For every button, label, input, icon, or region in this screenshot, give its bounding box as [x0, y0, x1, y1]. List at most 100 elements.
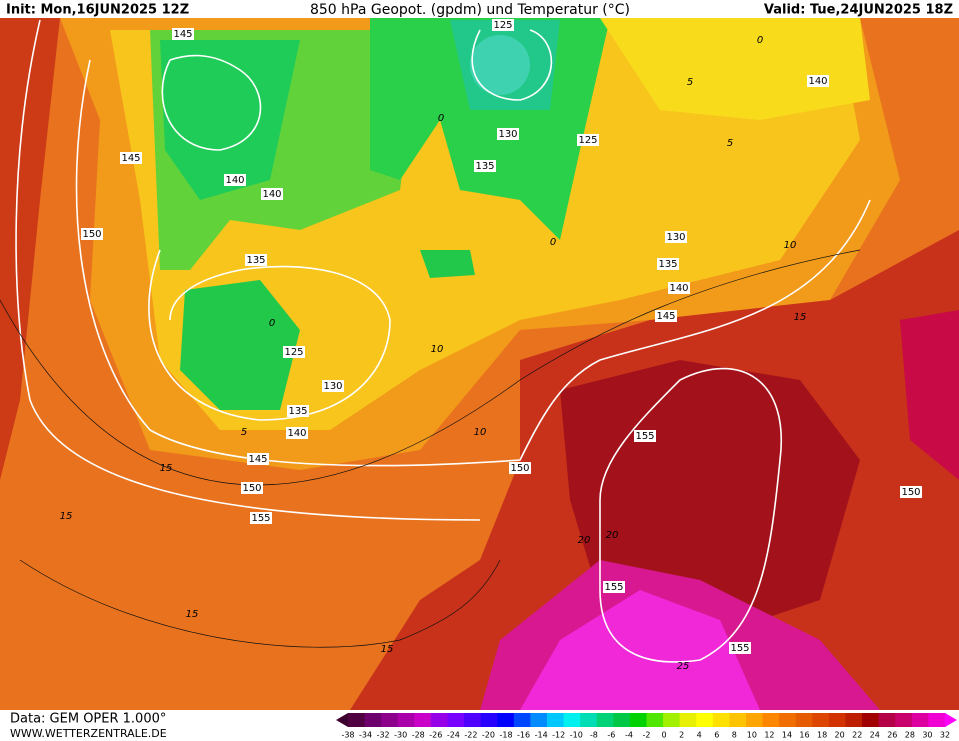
- label-box: [668, 282, 690, 294]
- scale-swatch: [497, 713, 515, 727]
- label-box: [497, 128, 519, 140]
- temperature-label: 0: [269, 318, 275, 329]
- scale-label: -4: [625, 731, 633, 740]
- temperature-label: 0: [550, 237, 556, 248]
- label-box: [245, 254, 267, 266]
- scale-swatch: [911, 713, 929, 727]
- geopotential-label: 150: [242, 483, 261, 494]
- geopotential-label: 150: [901, 487, 920, 498]
- geopotential-label: 125: [493, 20, 512, 31]
- scale-swatch: [712, 713, 730, 727]
- geopotential-label: 140: [669, 283, 688, 294]
- scale-label: -28: [412, 731, 425, 740]
- label-box: [283, 346, 305, 358]
- scale-label: 18: [817, 731, 827, 740]
- label-box: [322, 380, 344, 392]
- temperature-label: 15: [794, 312, 807, 323]
- scale-label: 32: [940, 731, 950, 740]
- temperature-label: 5: [241, 427, 247, 438]
- geopotential-label: 155: [730, 643, 749, 654]
- label-box: [247, 453, 269, 465]
- temperature-label: 0: [757, 35, 763, 46]
- map-title: 850 hPa Geopot. (gpdm) und Temperatur (°…: [310, 2, 630, 18]
- scale-label: 20: [835, 731, 845, 740]
- scale-swatch: [696, 713, 714, 727]
- scale-label: -8: [590, 731, 598, 740]
- geopotential-label: 145: [121, 153, 140, 164]
- scale-label: -2: [643, 731, 651, 740]
- geopotential-label: 145: [656, 311, 675, 322]
- scale-swatch: [762, 713, 780, 727]
- scale-label: -12: [552, 731, 565, 740]
- scale-label: -16: [517, 731, 530, 740]
- label-box: [634, 430, 656, 442]
- scale-swatch: [828, 713, 846, 727]
- scale-label: 8: [732, 731, 737, 740]
- scale-label: 10: [747, 731, 757, 740]
- temperature-label: 25: [677, 661, 690, 672]
- scale-swatch: [746, 713, 764, 727]
- scale-swatch: [679, 713, 697, 727]
- temperature-label: 5: [727, 138, 733, 149]
- scale-swatch: [862, 713, 880, 727]
- label-box: [657, 258, 679, 270]
- geopotential-label: 145: [173, 29, 192, 40]
- temperature-label: 15: [160, 463, 173, 474]
- scale-label: 0: [662, 731, 667, 740]
- scale-swatch: [414, 713, 432, 727]
- scale-swatch: [580, 713, 598, 727]
- label-box: [81, 228, 103, 240]
- contours: [0, 19, 871, 663]
- geopotential-label: 140: [225, 175, 244, 186]
- scale-label: -22: [464, 731, 477, 740]
- scale-label: -24: [447, 731, 460, 740]
- site-url: WWW.WETTERZENTRALE.DE: [10, 727, 167, 740]
- label-box: [261, 188, 283, 200]
- geopotential-label: 135: [288, 406, 307, 417]
- geopotential-label: 145: [248, 454, 267, 465]
- temperature-label: 15: [60, 511, 73, 522]
- scale-swatch: [878, 713, 896, 727]
- label-box: [492, 19, 514, 31]
- init-time: Init: Mon,16JUN2025 12Z: [6, 3, 189, 18]
- scale-swatch: [795, 713, 813, 727]
- scale-label: -30: [394, 731, 407, 740]
- geopotential-label: 140: [262, 189, 281, 200]
- geopotential-label: 130: [666, 232, 685, 243]
- scale-arrow-left: [336, 713, 348, 727]
- scale-label: 28: [905, 731, 915, 740]
- scale-swatch: [812, 713, 830, 727]
- label-box: [729, 642, 751, 654]
- label-box: [286, 427, 308, 439]
- map-field: [0, 18, 959, 710]
- scale-swatch: [779, 713, 797, 727]
- scale-label: -20: [482, 731, 495, 740]
- label-box: [224, 174, 246, 186]
- label-box: [287, 405, 309, 417]
- scale-label: 12: [764, 731, 774, 740]
- geopotential-label: 150: [82, 229, 101, 240]
- geopotential-label: 140: [808, 76, 827, 87]
- scale-label: 26: [887, 731, 897, 740]
- label-box: [241, 482, 263, 494]
- scale-swatch: [348, 713, 366, 727]
- data-source: Data: GEM OPER 1.000°: [10, 712, 166, 727]
- label-box: [655, 310, 677, 322]
- scale-label: -38: [341, 731, 354, 740]
- label-box: [474, 160, 496, 172]
- scale-label: -32: [377, 731, 390, 740]
- scale-label: 2: [679, 731, 684, 740]
- scale-label: 30: [922, 731, 932, 740]
- scale-label: 14: [782, 731, 792, 740]
- temperature-label: 10: [474, 427, 487, 438]
- temperature-label: 15: [381, 644, 394, 655]
- scale-swatch: [364, 713, 382, 727]
- scale-swatch: [513, 713, 531, 727]
- scale-label: -10: [570, 731, 583, 740]
- label-box: [807, 75, 829, 87]
- scale-swatch: [596, 713, 614, 727]
- scale-swatch: [629, 713, 647, 727]
- scale-swatch: [397, 713, 415, 727]
- scale-swatch: [646, 713, 664, 727]
